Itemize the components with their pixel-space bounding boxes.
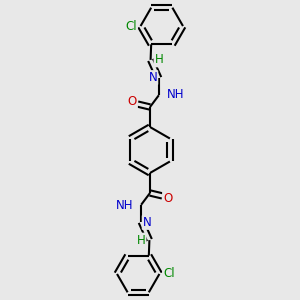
Text: N: N (143, 216, 152, 229)
Text: Cl: Cl (163, 268, 175, 281)
Text: O: O (163, 192, 172, 206)
Text: H: H (137, 234, 146, 247)
Text: N: N (148, 71, 157, 84)
Text: Cl: Cl (125, 20, 137, 32)
Text: NH: NH (167, 88, 184, 100)
Text: H: H (154, 53, 163, 66)
Text: NH: NH (116, 200, 133, 212)
Text: O: O (128, 94, 137, 108)
